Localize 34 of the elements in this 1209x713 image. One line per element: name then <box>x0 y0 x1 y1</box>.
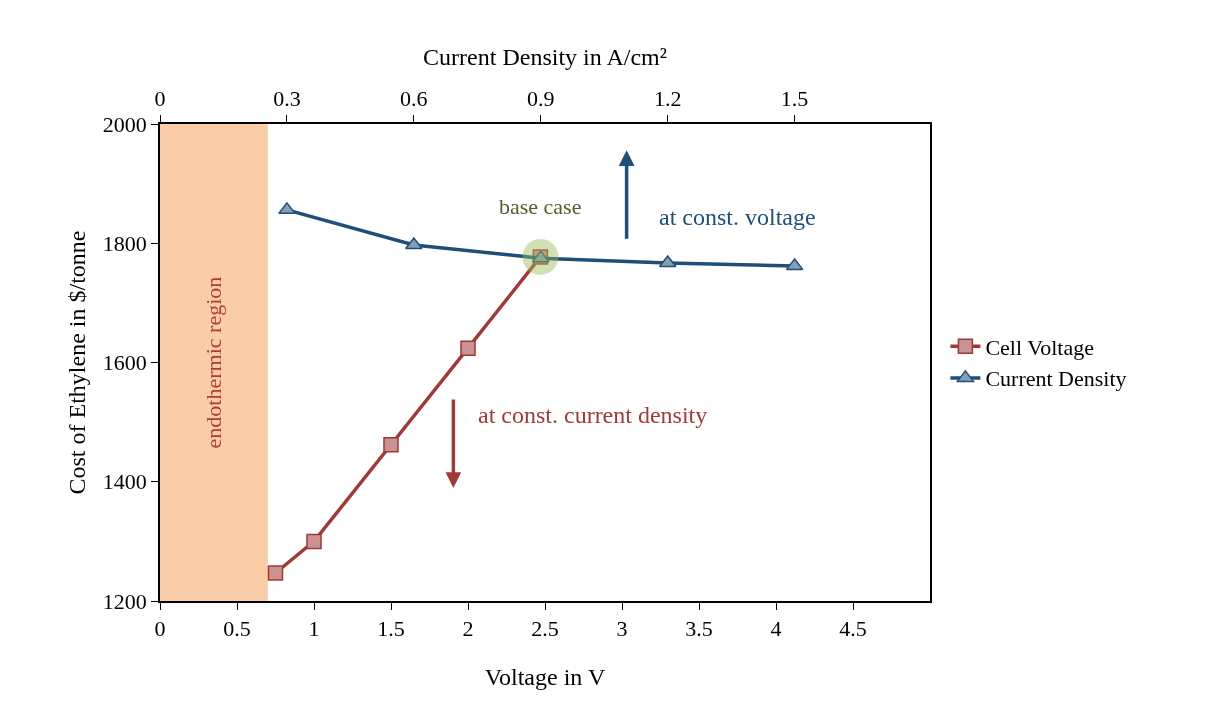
x-tick-label: 3 <box>616 616 628 642</box>
y-axis-title: Cost of Ethylene in $/tonne <box>64 230 91 495</box>
point <box>383 437 399 453</box>
x-tick-label: 2.5 <box>531 616 559 642</box>
y-tick-label: 1600 <box>102 350 147 376</box>
point <box>306 533 322 550</box>
x2-tick-label: 0.3 <box>273 86 301 112</box>
x-tick-label: 4.5 <box>839 616 867 642</box>
y-tick-label: 2000 <box>102 111 147 137</box>
annotation: base case <box>499 194 582 219</box>
x2-tick-label: 0.6 <box>400 86 428 112</box>
x2-tick-label: 1.2 <box>653 86 682 112</box>
legend-label: Current Density <box>985 366 1127 392</box>
x2-axis-title: Current Density in A/cm² <box>423 44 667 71</box>
annotation: at const. voltage <box>659 204 816 230</box>
y-tick-label: 1400 <box>102 469 147 495</box>
x-tick-label: 0.5 <box>223 616 251 642</box>
x2-tick-label: 0 <box>154 86 166 112</box>
x-tick-label: 1 <box>308 616 320 642</box>
x-tick-label: 4 <box>770 616 782 642</box>
point <box>460 340 476 356</box>
point <box>267 565 284 581</box>
x2-tick-label: 0.9 <box>527 86 555 112</box>
band-label: endothermic region <box>201 276 227 449</box>
x-tick-label: 3.5 <box>685 616 713 642</box>
x-axis-title: Voltage in V <box>484 663 606 690</box>
annotation: at const. current density <box>478 402 708 428</box>
x-tick-label: 0 <box>154 616 166 642</box>
x2-tick-label: 1.5 <box>780 86 809 112</box>
y-tick-label: 1200 <box>102 588 147 614</box>
legend-label: Cell Voltage <box>985 334 1094 360</box>
x-tick-label: 2 <box>462 616 474 642</box>
y-tick-label: 1800 <box>102 230 147 256</box>
x-tick-label: 1.5 <box>377 616 405 642</box>
